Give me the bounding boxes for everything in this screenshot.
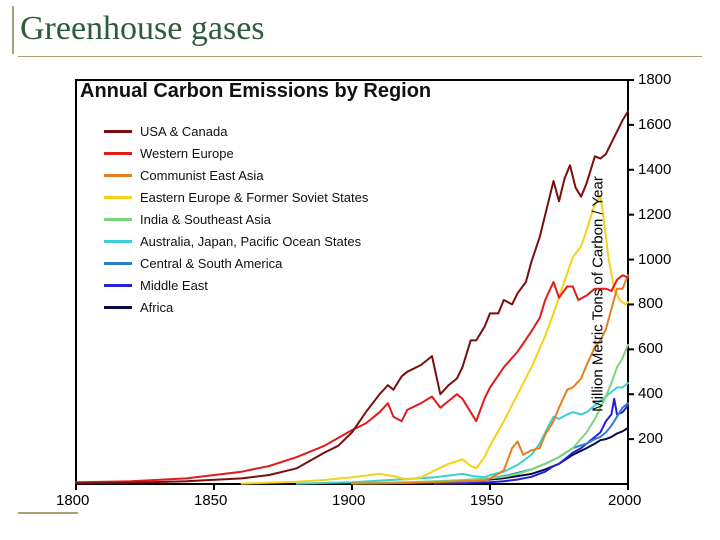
y-tick-label: 600 [638,340,663,357]
legend-item: Central & South America [104,252,368,274]
legend: USA & Canada Western Europe Communist East… [104,120,368,318]
chart-title: Annual Carbon Emissions by Region [80,80,431,103]
legend-item: India & Southeast Asia [104,208,368,230]
legend-swatch [104,306,132,309]
y-tick-label: 1400 [638,161,671,178]
chart: Annual Carbon Emissions by Region Millio… [54,70,690,518]
legend-item: Eastern Europe & Former Soviet States [104,186,368,208]
legend-item: Western Europe [104,142,368,164]
title-block: Greenhouse gases [18,6,702,57]
legend-item: Middle East [104,274,368,296]
x-tick-label: 1900 [332,492,365,509]
legend-item: Africa [104,296,368,318]
legend-label: USA & Canada [140,124,227,139]
legend-swatch [104,240,132,243]
title-accent [12,6,14,54]
slide-title: Greenhouse gases [18,6,702,58]
slide: Greenhouse gases Annual Carbon Emissions… [0,0,720,540]
y-tick-label: 1000 [638,251,671,268]
legend-label: India & Southeast Asia [140,212,271,227]
y-tick-label: 1200 [638,206,671,223]
legend-swatch [104,174,132,177]
legend-swatch [104,152,132,155]
legend-swatch [104,218,132,221]
footer-accent [18,512,78,514]
legend-swatch [104,284,132,287]
legend-label: Western Europe [140,146,234,161]
legend-label: Communist East Asia [140,168,264,183]
x-tick-label: 1850 [194,492,227,509]
legend-item: Australia, Japan, Pacific Ocean States [104,230,368,252]
y-tick-label: 400 [638,385,663,402]
legend-label: Central & South America [140,256,282,271]
y-tick-label: 1600 [638,116,671,133]
legend-item: Communist East Asia [104,164,368,186]
legend-label: Middle East [140,278,208,293]
legend-item: USA & Canada [104,120,368,142]
y-tick-label: 1800 [638,71,671,88]
legend-label: Africa [140,300,173,315]
y-tick-label: 800 [638,295,663,312]
y-tick-label: 200 [638,430,663,447]
x-tick-label: 1800 [56,492,89,509]
legend-swatch [104,130,132,133]
x-tick-label: 1950 [470,492,503,509]
legend-swatch [104,196,132,199]
x-tick-label: 2000 [608,492,641,509]
legend-label: Eastern Europe & Former Soviet States [140,190,368,205]
legend-label: Australia, Japan, Pacific Ocean States [140,234,361,249]
legend-swatch [104,262,132,265]
y-axis-label: Million Metric Tons of Carbon / Year [590,176,607,412]
title-underline [18,56,702,57]
